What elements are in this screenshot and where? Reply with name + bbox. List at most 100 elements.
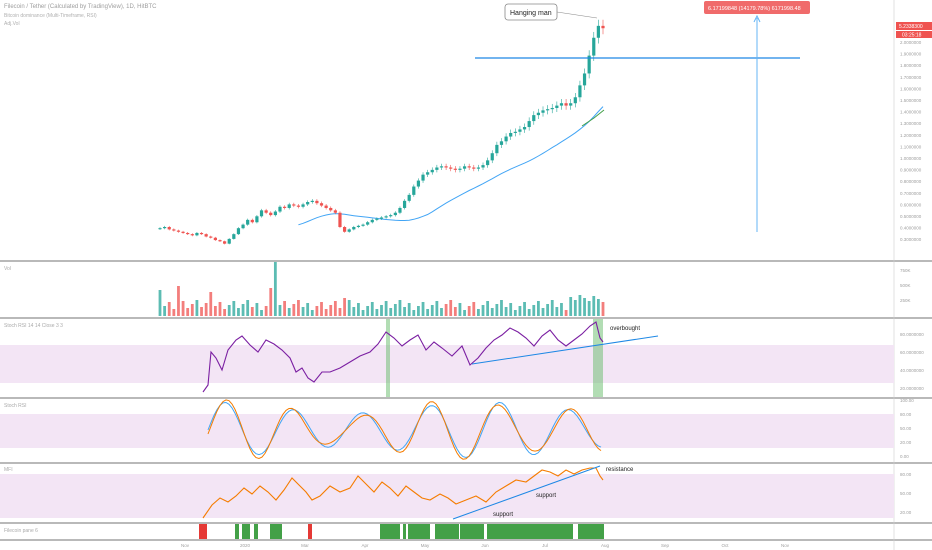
candle-body bbox=[181, 231, 185, 233]
candle-body bbox=[329, 207, 333, 211]
candle-body bbox=[186, 232, 190, 235]
volume-bar bbox=[458, 303, 462, 316]
support-lower-label: support bbox=[493, 512, 513, 518]
last-price-tag bbox=[896, 22, 932, 30]
stoch-band bbox=[0, 414, 894, 448]
candle-body bbox=[407, 194, 411, 201]
candle-body bbox=[578, 85, 582, 98]
candle-body bbox=[315, 200, 319, 204]
volume-bar bbox=[232, 301, 236, 316]
volume-bar bbox=[550, 300, 554, 316]
volume-bar bbox=[227, 305, 231, 316]
measure-label: 6.17199848 (14179.78%) 6171998.48 bbox=[708, 6, 801, 12]
candle-body bbox=[569, 103, 573, 106]
volume-bar bbox=[426, 309, 430, 316]
volume-bar bbox=[260, 310, 263, 316]
rsi-axis: 80.0000000 60.0000000 40.0000000 20.0000000 bbox=[900, 332, 924, 391]
volume-bar bbox=[301, 307, 305, 316]
measure-tool: 6.17199848 (14179.78%) 6171998.48 bbox=[704, 1, 810, 232]
price-tick-label: 2.0000000 bbox=[900, 40, 922, 45]
candle-body bbox=[426, 172, 430, 175]
volume-bar bbox=[500, 300, 503, 316]
volume-bar bbox=[509, 303, 513, 316]
candle-body bbox=[227, 238, 231, 244]
candle-body bbox=[486, 160, 490, 166]
volume-bar bbox=[601, 302, 605, 316]
volume-bar bbox=[532, 305, 536, 316]
candle-body bbox=[338, 212, 342, 228]
volume-bar bbox=[370, 302, 374, 316]
volume-bar bbox=[596, 299, 600, 316]
indicator-legend-1: Bitcoin dominance (Multi-Timeframe, RSI) bbox=[4, 13, 97, 19]
price-tick-label: 1.0000000 bbox=[900, 156, 922, 161]
volume-bar bbox=[292, 304, 296, 316]
price-tick-label: 0.8000000 bbox=[900, 179, 922, 184]
volume-tick-label: 750K bbox=[900, 268, 911, 273]
candle-body bbox=[278, 206, 282, 212]
time-tick-label: Jul bbox=[542, 543, 548, 548]
volume-bar bbox=[177, 286, 180, 316]
volume-bar bbox=[200, 307, 203, 316]
candle-body bbox=[527, 121, 531, 128]
candle-body bbox=[495, 144, 499, 154]
volume-bar bbox=[375, 309, 379, 316]
volume-bar bbox=[181, 301, 185, 316]
price-tick-label: 1.9000000 bbox=[900, 52, 922, 57]
candle-body bbox=[232, 234, 236, 239]
volume-bar bbox=[283, 301, 286, 316]
signal-block bbox=[460, 524, 484, 539]
candle-body bbox=[389, 215, 393, 217]
signal-block bbox=[308, 524, 312, 539]
rsi-highlight-2 bbox=[593, 319, 603, 397]
time-tick-label: Oct bbox=[721, 543, 729, 548]
candle-body bbox=[522, 127, 527, 130]
candle-body bbox=[361, 224, 365, 226]
candle-body bbox=[366, 222, 370, 225]
volume-bar bbox=[204, 303, 208, 316]
volume-bar bbox=[320, 302, 323, 316]
volume-bar bbox=[564, 310, 568, 316]
price-tick-label: 0.7000000 bbox=[900, 191, 922, 196]
volume-bar bbox=[430, 305, 434, 316]
volume-bar bbox=[435, 301, 439, 316]
mfi-tick-label: 50.00 bbox=[900, 491, 912, 496]
candle-body bbox=[301, 204, 305, 207]
colors-pane-label: Filecoin pane 6 bbox=[4, 528, 38, 534]
volume-bar bbox=[440, 308, 443, 316]
volume-bar bbox=[366, 306, 370, 316]
candle-body bbox=[209, 236, 213, 238]
volume-bar bbox=[587, 301, 591, 316]
price-tick-label: 0.5000000 bbox=[900, 214, 922, 219]
volume-pane-label: Vol bbox=[4, 266, 11, 272]
candle-body bbox=[241, 224, 245, 229]
price-tick-label: 0.3000000 bbox=[900, 237, 922, 242]
volume-bar bbox=[333, 301, 337, 316]
candle-body bbox=[333, 210, 337, 213]
candle-body bbox=[439, 166, 444, 168]
measure-arrowhead-icon bbox=[753, 14, 761, 23]
indicator-legend-2: Adj.Vol bbox=[4, 21, 20, 27]
volume-tick-label: 250K bbox=[900, 298, 911, 303]
volume-bar bbox=[578, 295, 582, 316]
candle-body bbox=[246, 219, 250, 225]
candle-body bbox=[499, 141, 504, 145]
volume-bar bbox=[407, 303, 411, 316]
volume-bar bbox=[186, 308, 190, 316]
volume-bars-layer bbox=[158, 262, 605, 316]
candle-body bbox=[306, 202, 310, 205]
price-tick-label: 1.6000000 bbox=[900, 86, 922, 91]
rsi-tick-label: 20.0000000 bbox=[900, 386, 924, 391]
candle-body bbox=[296, 205, 301, 207]
volume-bar bbox=[163, 306, 167, 316]
candle-body bbox=[398, 207, 402, 213]
signal-block bbox=[487, 524, 567, 539]
volume-bar bbox=[486, 301, 490, 316]
hanging-man-pointer bbox=[556, 11, 598, 19]
candle-body bbox=[444, 166, 448, 168]
volume-bar bbox=[495, 304, 499, 316]
volume-bar bbox=[536, 301, 540, 316]
volume-bar bbox=[237, 308, 240, 316]
candle-body bbox=[172, 229, 176, 231]
